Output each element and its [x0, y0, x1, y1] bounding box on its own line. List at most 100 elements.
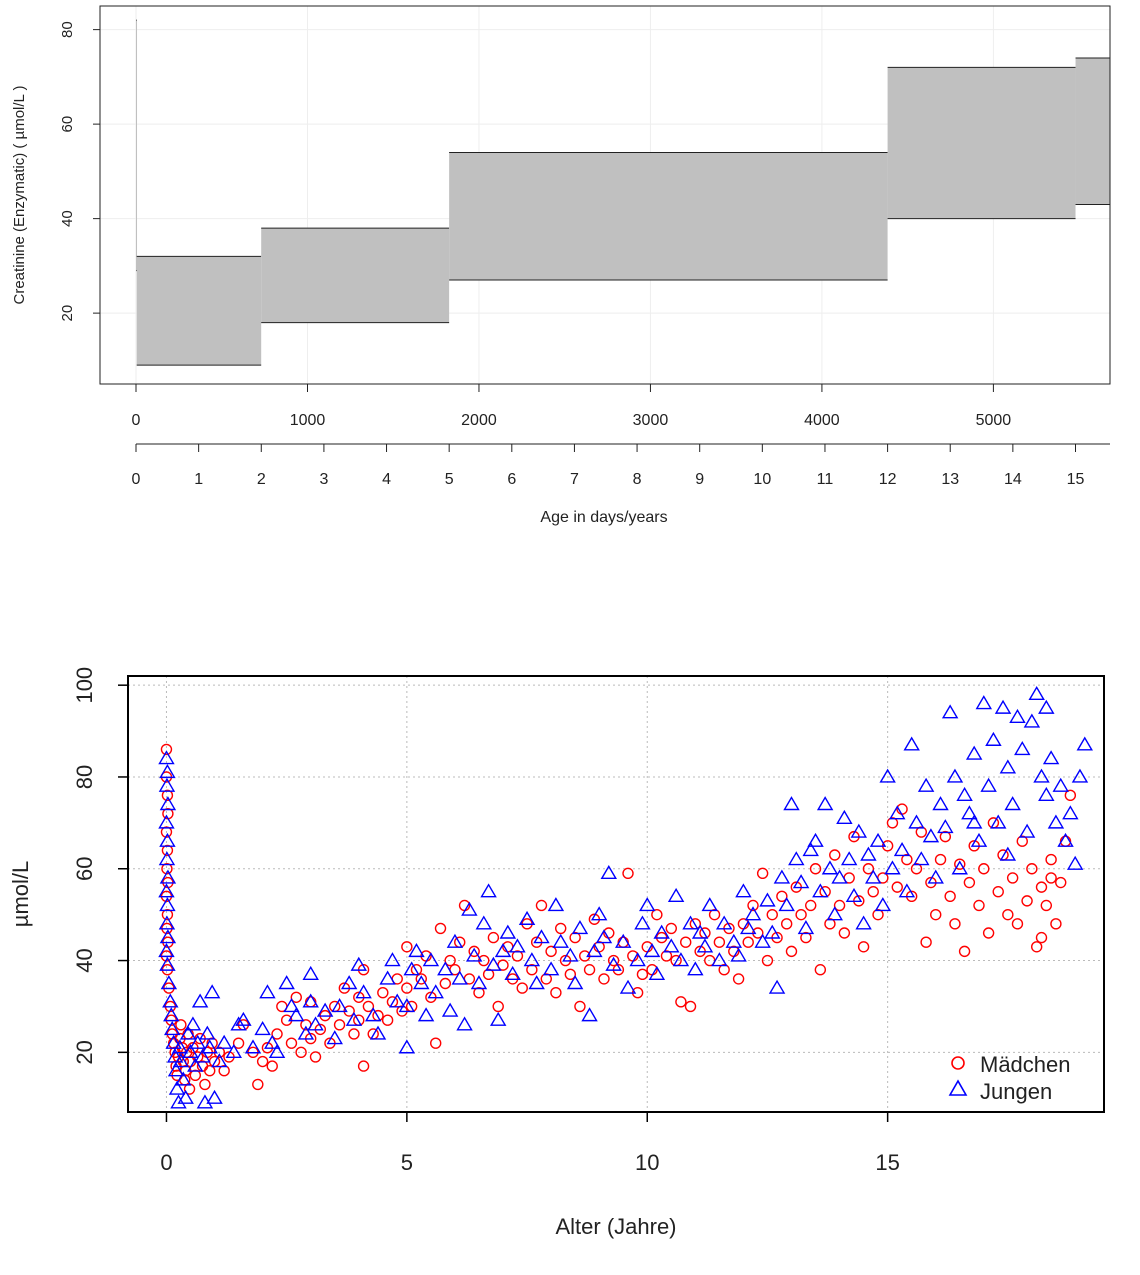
point-jungen	[744, 906, 762, 921]
x-tick-label: 15	[875, 1150, 899, 1175]
point-maedchen	[482, 968, 495, 981]
point-jungen	[840, 851, 858, 866]
point-jungen	[235, 1011, 252, 1026]
point-jungen	[648, 965, 666, 981]
point-jungen	[1057, 832, 1074, 847]
point-jungen	[201, 1039, 218, 1054]
point-jungen	[307, 1016, 324, 1031]
point-jungen	[456, 1016, 473, 1031]
point-jungen	[326, 1030, 343, 1045]
point-jungen	[1004, 796, 1021, 811]
point-maedchen	[944, 890, 956, 902]
point-jungen	[566, 975, 584, 990]
point-maedchen	[252, 1078, 264, 1091]
point-jungen	[158, 883, 175, 898]
point-jungen	[398, 998, 416, 1013]
y-tick-label: 60	[59, 116, 76, 133]
point-jungen	[171, 1039, 189, 1054]
y-tick-label: 40	[72, 948, 97, 972]
point-jungen	[191, 993, 209, 1008]
point-jungen	[268, 1043, 286, 1059]
point-jungen	[509, 938, 526, 953]
point-jungen	[166, 1048, 184, 1063]
point-jungen	[898, 883, 916, 898]
point-jungen	[1062, 805, 1079, 820]
x-tick-label: 10	[635, 1150, 659, 1175]
point-maedchen	[651, 908, 663, 921]
point-jungen	[504, 965, 521, 981]
point-jungen	[653, 924, 670, 939]
point-maedchen	[516, 982, 528, 994]
y-tick-label: 20	[72, 1040, 97, 1064]
point-jungen	[485, 956, 502, 971]
point-jungen	[831, 869, 848, 884]
point-jungen	[1052, 777, 1069, 792]
point-maedchen	[982, 927, 995, 939]
y-tick-label: 80	[59, 21, 76, 38]
point-jungen	[542, 961, 560, 976]
point-jungen	[691, 924, 709, 939]
point-jungen	[552, 933, 569, 948]
point-maedchen	[161, 908, 174, 921]
point-jungen	[494, 942, 512, 958]
point-jungen	[778, 897, 795, 912]
point-maedchen	[607, 954, 620, 967]
point-jungen	[999, 759, 1017, 774]
x-tick-label-years: 5	[445, 471, 454, 488]
point-maedchen	[954, 858, 966, 870]
point-jungen	[590, 906, 608, 921]
x-tick-label: 0	[160, 1150, 172, 1175]
point-jungen	[619, 979, 637, 994]
point-maedchen	[199, 1078, 211, 1091]
point-maedchen	[583, 964, 596, 976]
point-jungen	[189, 1034, 206, 1049]
point-jungen	[965, 745, 983, 760]
legend-label-jungen: Jungen	[980, 1079, 1052, 1104]
point-jungen	[172, 1053, 190, 1068]
x-tick-label-years: 2	[257, 471, 266, 488]
point-jungen	[179, 1025, 197, 1040]
point-maedchen	[805, 899, 817, 912]
point-maedchen	[780, 918, 793, 930]
point-maedchen	[473, 986, 485, 999]
point-maedchen	[867, 886, 879, 898]
point-maedchen	[1006, 872, 1019, 884]
point-maedchen	[1026, 863, 1038, 875]
point-jungen	[422, 952, 440, 967]
point-jungen	[1014, 741, 1031, 756]
point-jungen	[158, 750, 175, 765]
reference-band	[136, 256, 262, 366]
point-jungen	[985, 731, 1002, 746]
point-maedchen	[439, 977, 452, 990]
point-maedchen	[511, 950, 524, 962]
point-maedchen	[785, 945, 798, 958]
point-jungen	[159, 929, 177, 944]
point-jungen	[701, 897, 718, 912]
point-maedchen	[665, 922, 677, 935]
point-maedchen	[718, 964, 730, 976]
point-jungen	[159, 832, 176, 847]
point-jungen	[461, 901, 478, 916]
reference-band	[887, 67, 1076, 219]
point-jungen	[639, 897, 656, 912]
point-jungen	[879, 768, 896, 783]
x-tick-label-years: 4	[382, 471, 391, 488]
point-jungen	[167, 1062, 185, 1077]
point-jungen	[1042, 750, 1060, 765]
point-maedchen	[161, 789, 174, 802]
point-maedchen	[564, 968, 577, 981]
point-jungen	[403, 961, 420, 976]
point-jungen	[278, 975, 295, 990]
point-jungen	[1066, 855, 1084, 870]
point-maedchen	[675, 996, 687, 1008]
point-jungen	[913, 851, 930, 866]
point-maedchen	[636, 968, 649, 981]
point-jungen	[994, 699, 1012, 714]
point-jungen	[860, 846, 877, 861]
point-jungen	[547, 897, 565, 912]
reference-band	[261, 228, 450, 323]
x-tick-label-years: 13	[941, 471, 959, 488]
point-jungen	[350, 956, 367, 971]
point-jungen	[199, 1025, 216, 1040]
point-jungen	[821, 860, 839, 875]
